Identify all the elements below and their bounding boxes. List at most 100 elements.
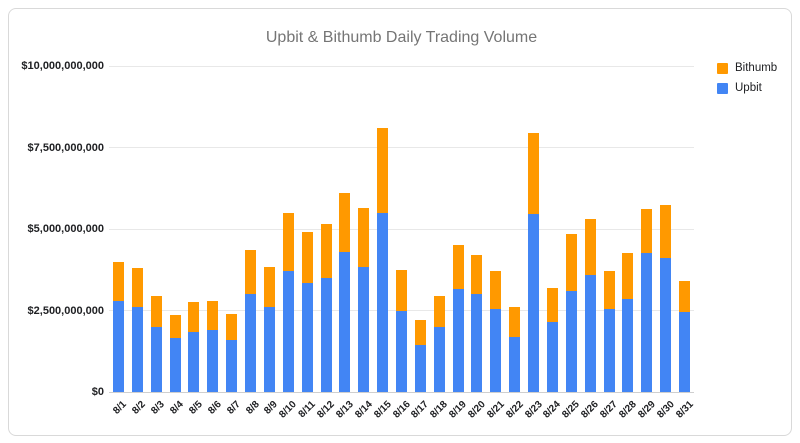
bar-segment-bithumb [358,207,370,267]
bar-segment-upbit [131,307,143,392]
bar-segment-upbit [509,336,521,392]
bar-segment-bithumb [603,271,615,309]
gridline [109,391,694,393]
x-axis-tick-label: 8/17 [409,399,432,421]
bar-segment-bithumb [301,232,313,283]
bar-segment-bithumb [112,261,124,301]
legend-swatch-icon [717,82,728,94]
y-axis: $0 $2,500,000,000 $5,000,000,000 $7,500,000… [9,60,104,398]
x-axis-tick-label: 8/24 [541,399,564,421]
bar-segment-bithumb [131,268,143,308]
x-axis-tick-label: 8/3 [149,399,167,417]
bar-segment-bithumb [396,269,407,311]
bar-segment-bithumb [320,224,332,278]
bar-segment-bithumb [263,266,275,308]
gridline [109,147,694,148]
bar-segment-bithumb [282,212,294,272]
y-axis-tick-label: $2,500,000,000 [27,304,104,317]
bar-segment-upbit [546,321,558,392]
bar-segment-bithumb [546,287,558,322]
bar-segment-bithumb [245,250,257,295]
bar-segment-upbit [188,331,200,392]
y-axis-tick-label: $7,500,000,000 [27,141,104,154]
bar-segment-upbit [660,258,672,392]
bar-segment-bithumb [622,253,634,300]
bar-segment-upbit [679,312,691,392]
x-axis-tick-label: 8/27 [598,399,620,421]
chart-card: Upbit & Bithumb Daily Trading Volume $0 $… [8,8,792,436]
bar-segment-bithumb [584,219,596,275]
bar-segment-upbit [207,330,219,392]
bar-segment-upbit [452,289,464,392]
bar-segment-upbit [112,300,124,392]
x-axis-tick-label: 8/30 [654,399,677,421]
bar-segment-bithumb [150,295,162,327]
bar-segment-upbit [282,271,294,392]
x-axis-tick-label: 8/13 [334,399,356,421]
chart-title: Upbit & Bithumb Daily Trading Volume [265,29,538,46]
bar-segment-bithumb [339,193,351,252]
x-axis-tick-label: 8/8 [243,399,262,417]
x-axis-tick-label: 8/5 [187,399,205,417]
bar-segment-upbit [565,290,577,392]
bar-segment-bithumb [452,245,464,290]
bar-segment-bithumb [377,127,389,213]
legend-swatch-icon [717,62,728,74]
bar-segment-bithumb [679,281,691,313]
bar-segment-upbit [150,326,162,392]
bar-segment-bithumb [490,271,502,309]
legend-item: Bithumb [717,62,777,74]
x-axis-tick-label: 8/29 [636,399,658,421]
y-axis-tick-label: $10,000,000,000 [21,60,104,72]
x-axis-tick-label: 8/15 [371,399,394,421]
bar-segment-upbit [358,266,370,392]
bar-segment-upbit [433,326,445,392]
bar-segment-bithumb [471,255,483,295]
bar-segment-upbit [169,338,181,392]
bar-segment-upbit [490,308,502,392]
x-axis-tick-label: 8/7 [224,399,243,417]
legend-label: Bithumb [735,62,778,74]
bar-segment-upbit [622,299,634,392]
gridline [109,65,694,67]
bar-segment-bithumb [188,302,200,332]
x-axis-tick-label: 8/11 [296,399,318,421]
y-axis-tick-label: $0 [91,386,104,398]
y-axis-tick-label: $5,000,000,000 [27,223,104,235]
bar-segment-bithumb [207,300,219,331]
bar-segment-bithumb [414,320,426,345]
bar-segment-bithumb [226,313,238,340]
bar-segment-upbit [471,294,483,392]
bar-segment-bithumb [528,132,540,215]
bar-segment-upbit [245,294,257,392]
legend-item: Upbit [717,82,777,94]
bar-segment-upbit [396,310,407,392]
x-axis-tick-label: 8/14 [352,399,375,421]
gridline [109,228,694,230]
legend: Bithumb Upbit [717,62,777,102]
legend-label: Upbit [735,82,762,94]
bar-segment-upbit [301,282,313,392]
plot-area [109,65,694,393]
x-axis-tick-label: 8/22 [503,399,526,421]
bar-segment-upbit [339,251,351,392]
x-axis-tick-label: 8/1 [111,399,130,417]
bar-segment-upbit [414,344,426,392]
x-axis-tick-label: 8/4 [168,399,186,417]
x-axis-tick-label: 8/6 [205,399,224,417]
x-axis-tick-label: 8/31 [673,399,696,421]
bar-segment-upbit [377,212,389,392]
bar-segment-bithumb [641,209,653,254]
bar-segment-upbit [641,253,653,392]
x-axis-tick-label: 8/20 [466,399,488,421]
bar-segment-upbit [528,214,540,392]
bar-segment-upbit [603,308,615,392]
x-axis-tick-label: 8/23 [522,399,545,421]
x-axis-tick-label: 8/28 [617,399,639,421]
x-axis-tick-label: 8/12 [315,399,337,421]
x-axis-tick-label: 8/10 [277,399,300,421]
x-axis: 8/1 8/2 8/3 8/4 8/5 8/6 8/7 8/8 8/9 8/10 8/11 8/12 8… [109,399,696,433]
bar-segment-bithumb [169,315,181,339]
bar-segment-upbit [320,277,332,392]
x-axis-tick-label: 8/18 [428,399,451,421]
